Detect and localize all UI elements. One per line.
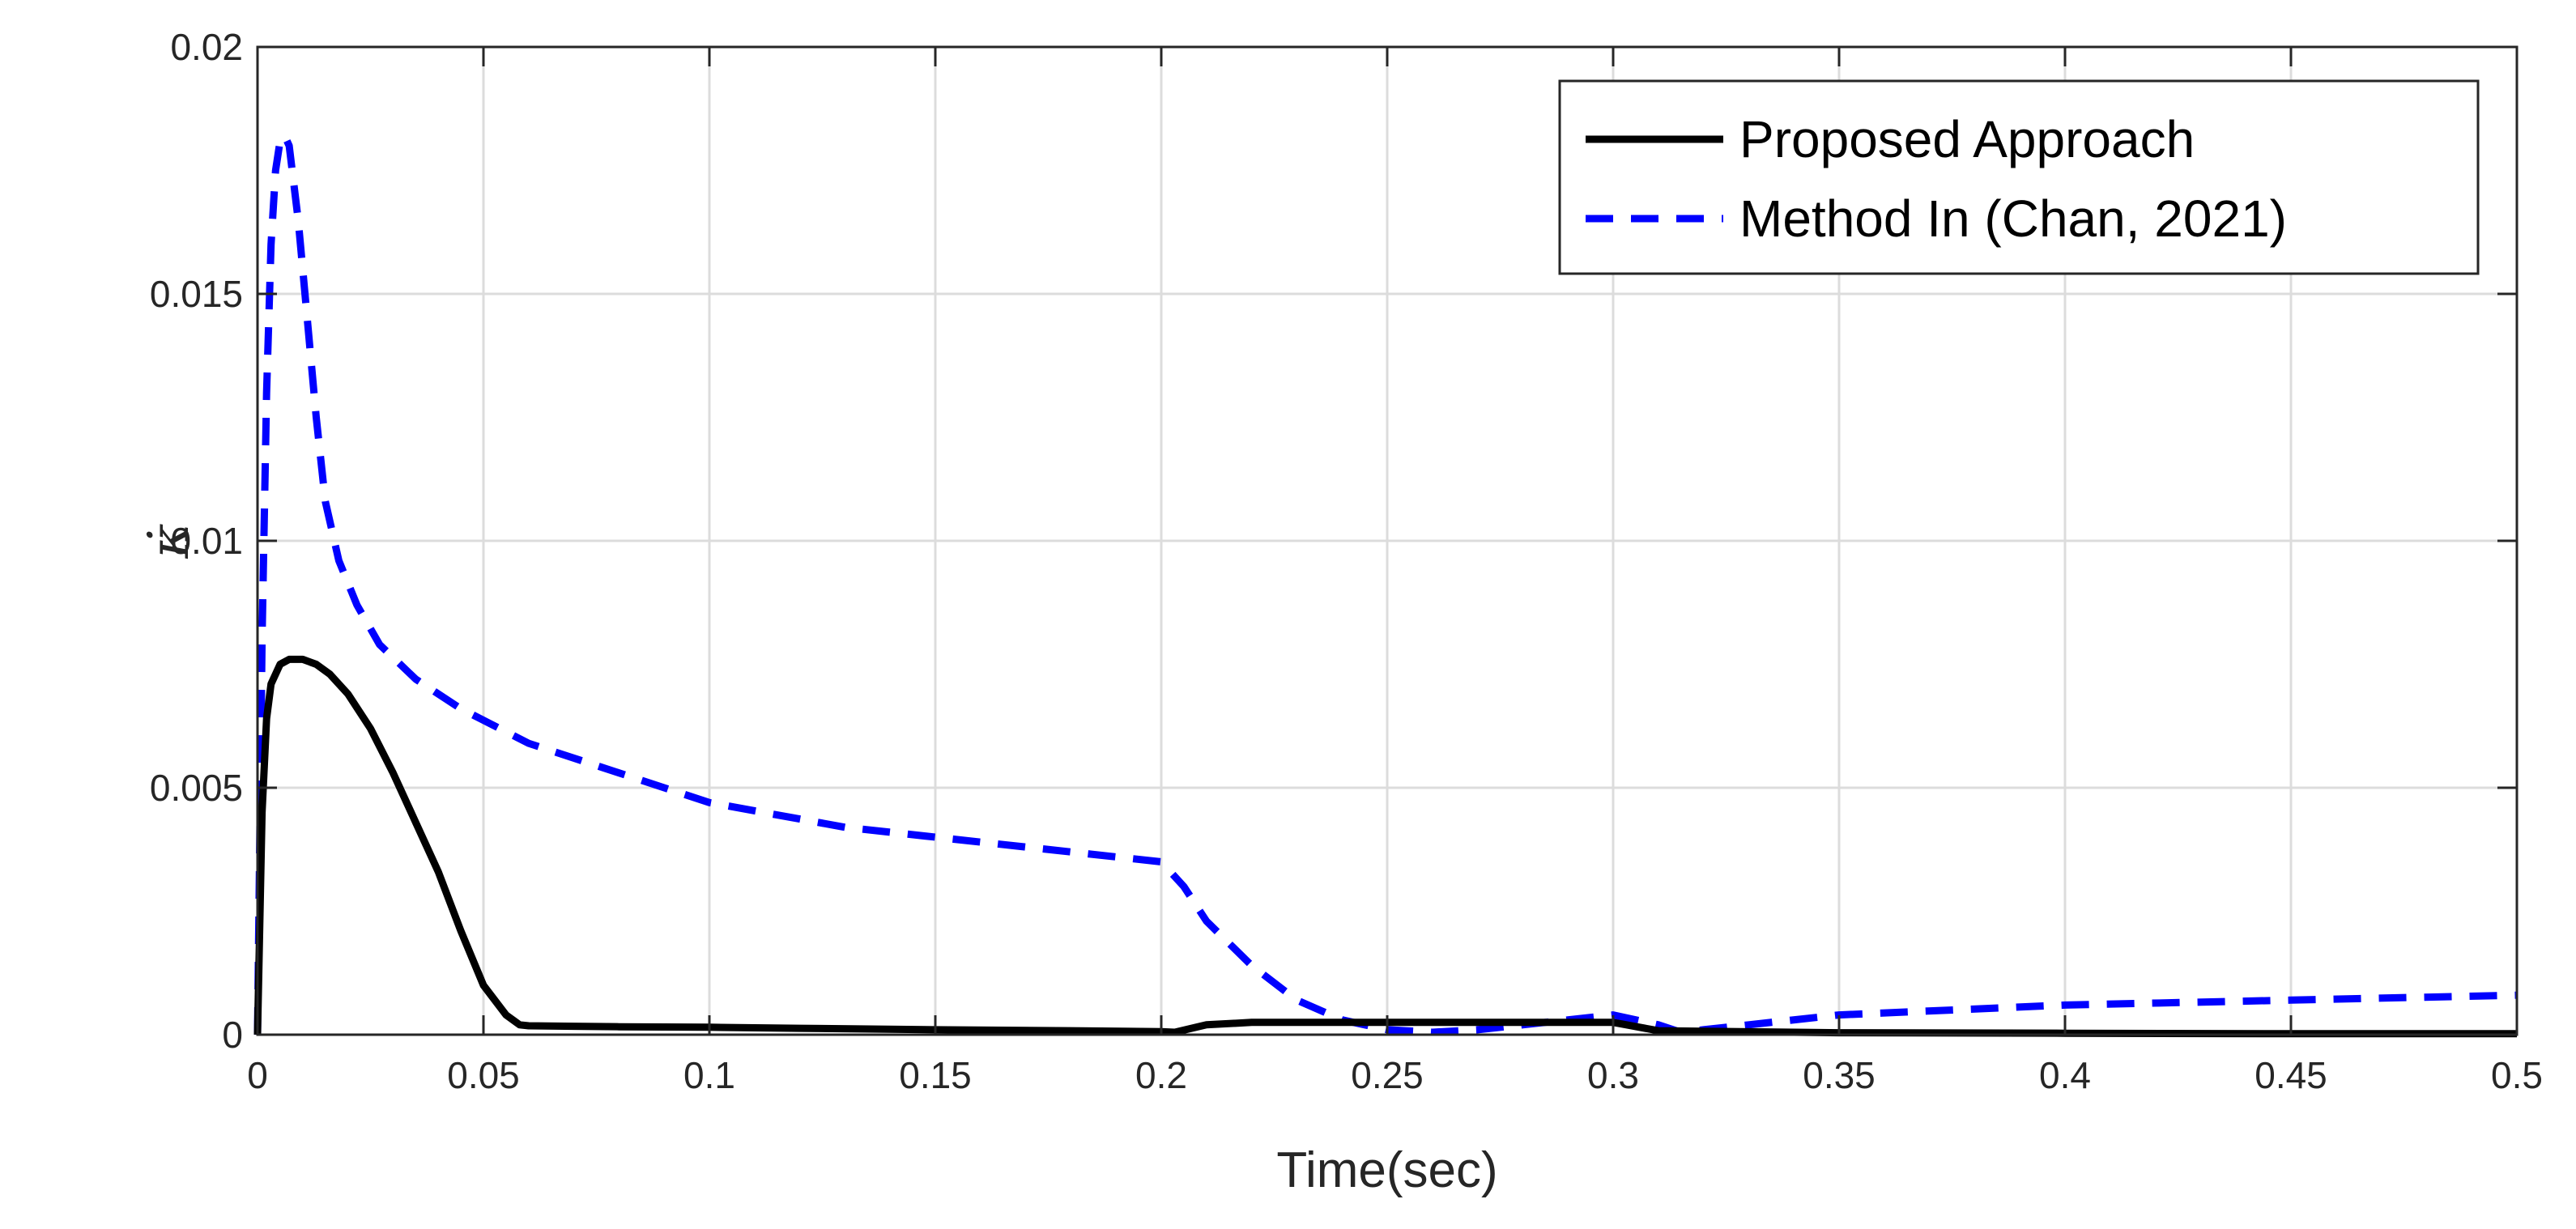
x-tick-label: 0.35	[1803, 1054, 1876, 1096]
series-line-proposed	[253, 655, 2517, 1038]
x-tick-label: 0.25	[1351, 1054, 1424, 1096]
x-tick-labels: 0 0.05 0.1 0.15 0.2 0.25 0.3 0.35 0.4 0.45 0.5	[247, 1054, 2543, 1096]
x-tick-label: 0.5	[2491, 1054, 2543, 1096]
x-tick-label: 0.15	[899, 1054, 972, 1096]
x-tick-label: 0.45	[2255, 1054, 2327, 1096]
series-lines	[253, 132, 2518, 1038]
y-tick-label: 0.01	[170, 520, 243, 562]
legend-label-chan: Method In (Chan, 2021)	[1739, 189, 2287, 248]
x-tick-label: 0.2	[1135, 1054, 1187, 1096]
x-tick-label: 0	[247, 1054, 268, 1096]
axis-ticks	[256, 45, 2519, 1036]
x-tick-label: 0.3	[1587, 1054, 1639, 1096]
x-tick-label: 0.05	[447, 1054, 520, 1096]
legend-label-proposed: Proposed Approach	[1739, 110, 2195, 168]
y-tick-label: 0.02	[170, 26, 243, 68]
legend-item-proposed: Proposed Approach	[1586, 110, 2195, 168]
y-tick-labels: 0 0.005 0.01 0.015 0.02	[150, 26, 243, 1056]
y-tick-label: 0.005	[150, 767, 243, 809]
x-tick-label: 0.4	[2039, 1054, 2091, 1096]
x-axis-label: Time(sec)	[1276, 1142, 1497, 1198]
legend-item-chan: Method In (Chan, 2021)	[1586, 189, 2287, 248]
legend-box	[1558, 79, 2480, 275]
series-line-chan	[253, 132, 2518, 1036]
y-tick-label: 0	[222, 1014, 243, 1056]
x-tick-label: 0.1	[683, 1054, 735, 1096]
y-axis-label: κ̇	[138, 523, 201, 559]
y-tick-label: 0.015	[150, 273, 243, 315]
legend: Proposed Approach Method In (Chan, 2021)	[1558, 79, 2480, 275]
